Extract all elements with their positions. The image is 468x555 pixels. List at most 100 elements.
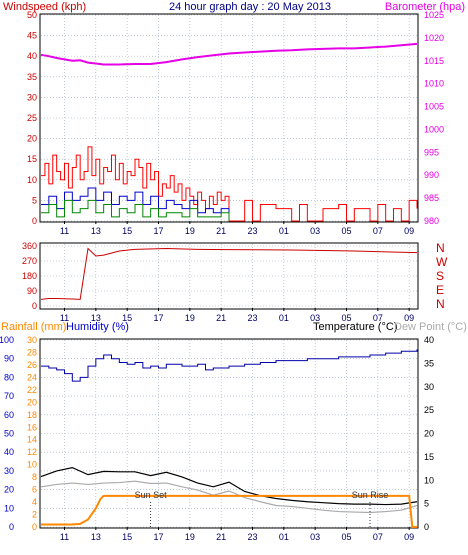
temperature-tick-label: 10 [424, 475, 434, 485]
x-tick-label: 11 [60, 226, 69, 236]
humidity-axis-label: Humidity (%) [66, 321, 129, 333]
humidity-tick-label: 60 [4, 410, 14, 420]
sunrise-label: Sun Rise [352, 490, 389, 500]
x-tick-label: 23 [247, 226, 257, 236]
rainfall-tick-label: 8 [32, 472, 37, 482]
barometer-tick-label: 990 [424, 170, 439, 180]
windspeed-tick-label: 45 [27, 31, 37, 41]
humidity-tick-label: 70 [4, 391, 14, 401]
x-tick-label: 05 [341, 313, 351, 323]
compass-label: N [436, 241, 445, 255]
temperature-tick-label: 30 [424, 382, 434, 392]
x-tick-label: 01 [279, 313, 289, 323]
x-tick-label: 11 [60, 313, 69, 323]
rainfall-tick-label: 2 [32, 510, 37, 520]
direction-tick-label: 90 [27, 286, 37, 296]
humidity-tick-label: 30 [4, 466, 14, 476]
barometer-tick-label: 985 [424, 193, 439, 203]
barometer-tick-label: 980 [424, 216, 439, 226]
rainfall-tick-label: 4 [32, 497, 37, 507]
temperature-tick-label: 35 [424, 358, 434, 368]
x-tick-label: 01 [279, 532, 289, 542]
x-tick-label: 17 [153, 313, 163, 323]
x-tick-label: 19 [185, 532, 195, 542]
x-tick-label: 05 [341, 532, 351, 542]
x-tick-label: 09 [404, 226, 414, 236]
compass-label: E [436, 283, 444, 297]
x-tick-label: 09 [404, 313, 414, 323]
rainfall-tick-label: 24 [27, 372, 37, 382]
humidity-tick-label: 20 [4, 485, 14, 495]
sunset-label: Sun Set [135, 490, 168, 500]
rainfall-tick-label: 0 [32, 522, 37, 532]
x-tick-label: 21 [216, 532, 226, 542]
barometer-tick-label: 1025 [424, 10, 444, 20]
barometer-tick-label: 1005 [424, 102, 444, 112]
humidity-tick-label: 0 [9, 522, 14, 532]
grid-layer [41, 14, 417, 530]
windspeed-tick-label: 5 [32, 195, 37, 205]
windspeed-tick-label: 30 [27, 92, 37, 102]
compass-label: W [436, 255, 448, 269]
wind-low-line [41, 199, 230, 221]
barometer-axis-label: Barometer (hpa) [385, 1, 465, 13]
windspeed-tick-label: 35 [27, 72, 37, 82]
barometer-tick-label: 995 [424, 147, 439, 157]
wind-gust-line [41, 146, 418, 222]
windspeed-tick-label: 10 [27, 175, 37, 185]
windspeed-tick-label: 20 [27, 134, 37, 144]
barometer-tick-label: 1000 [424, 124, 444, 134]
x-tick-label: 07 [373, 532, 383, 542]
x-tick-label: 07 [373, 313, 383, 323]
x-tick-label: 07 [373, 226, 383, 236]
dewpoint-axis-label: Dew Point (°C) [394, 321, 467, 333]
x-tick-label: 21 [216, 313, 226, 323]
rainfall-tick-label: 16 [27, 422, 37, 432]
x-tick-label: 03 [310, 313, 320, 323]
rainfall-tick-label: 14 [27, 435, 37, 445]
temperature-tick-label: 5 [424, 499, 429, 509]
x-tick-label: 13 [91, 313, 101, 323]
x-tick-label: 23 [247, 313, 257, 323]
rainfall-axis-label: Rainfall (mm) [1, 321, 66, 333]
x-tick-label: 17 [153, 532, 163, 542]
rainfall-tick-label: 22 [27, 385, 37, 395]
humidity-tick-label: 90 [4, 354, 14, 364]
x-tick-label: 17 [153, 226, 163, 236]
barometer-line [40, 42, 418, 66]
direction-tick-label: 0 [32, 301, 37, 311]
windspeed-axis-label: Windspeed (kph) [3, 1, 86, 13]
x-tick-label: 01 [279, 226, 289, 236]
direction-tick-label: 180 [22, 271, 37, 281]
rainfall-tick-label: 28 [27, 347, 37, 357]
series-layer [40, 42, 418, 528]
panel-direction-frame [39, 242, 419, 310]
x-tick-label: 13 [91, 226, 101, 236]
humidity-tick-label: 40 [4, 447, 14, 457]
rainfall-tick-label: 20 [27, 397, 37, 407]
temperature-tick-label: 0 [424, 522, 429, 532]
temperature-tick-label: 20 [424, 429, 434, 439]
rainfall-tick-label: 30 [27, 335, 37, 345]
rainfall-tick-label: 26 [27, 360, 37, 370]
wind-direction-line [40, 247, 418, 300]
x-tick-label: 21 [216, 226, 226, 236]
humidity-tick-label: 50 [4, 429, 14, 439]
x-tick-label: 15 [122, 532, 132, 542]
barometer-tick-label: 1015 [424, 56, 444, 66]
x-tick-label: 15 [122, 226, 132, 236]
x-tick-label: 03 [310, 532, 320, 542]
humidity-tick-label: 10 [4, 503, 14, 513]
temperature-tick-label: 25 [424, 405, 434, 415]
x-tick-label: 13 [91, 532, 101, 542]
x-tick-label: 19 [185, 226, 195, 236]
windspeed-tick-label: 40 [27, 51, 37, 61]
x-tick-label: 11 [60, 532, 69, 542]
barometer-tick-label: 1020 [424, 33, 444, 43]
rainfall-tick-label: 12 [27, 447, 37, 457]
direction-tick-label: 360 [22, 241, 37, 251]
temperature-tick-label: 15 [424, 452, 434, 462]
temperature-axis-label: Temperature (°C) [313, 321, 397, 333]
